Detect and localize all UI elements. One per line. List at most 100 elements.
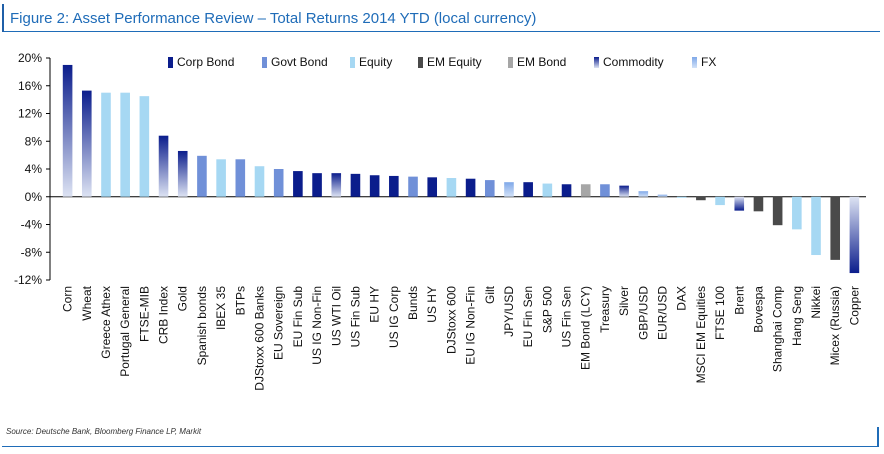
category-label: Bovespa xyxy=(751,286,765,333)
legend-label: Equity xyxy=(359,55,392,69)
category-label: Wheat xyxy=(80,285,94,320)
category-label: GBP/USD xyxy=(636,286,650,340)
y-tick-label: -12% xyxy=(14,273,42,287)
bar-chart: 20% 16% 12% 8% 4% 0% -4% -8% -12% Corn Wheat Greec… xyxy=(14,51,866,391)
corner-rule xyxy=(877,427,879,447)
y-tick-label: 20% xyxy=(18,51,42,65)
bar xyxy=(235,159,246,197)
category-label: EU Sovereign xyxy=(272,286,286,360)
bar xyxy=(561,184,572,197)
category-label: US WTI Oil xyxy=(329,286,343,346)
bar xyxy=(446,178,457,197)
bar xyxy=(638,191,649,197)
category-label: DJStoxx 600 Banks xyxy=(253,286,267,391)
bar xyxy=(369,175,380,197)
y-tick-label: -4% xyxy=(21,218,43,232)
bar xyxy=(676,196,687,198)
bar xyxy=(753,196,764,212)
bar xyxy=(389,175,399,197)
category-label: Spanish bonds xyxy=(195,286,209,365)
category-label: Silver xyxy=(617,286,631,316)
bar xyxy=(312,173,322,197)
category-label: S&P 500 xyxy=(540,286,554,333)
bar xyxy=(600,184,610,197)
category-label: MSCI EM Equities xyxy=(694,286,708,383)
bar xyxy=(331,173,342,197)
category-label: DAX xyxy=(675,286,689,311)
bar xyxy=(139,96,150,197)
y-tick-label: 16% xyxy=(18,79,42,93)
category-label: Hang Seng xyxy=(790,286,804,346)
category-label: DJStoxx 600 xyxy=(444,286,458,354)
category-label: Brent xyxy=(732,285,746,314)
category-label: IBEX 35 xyxy=(214,286,228,330)
bar xyxy=(216,159,226,197)
bar xyxy=(696,196,706,201)
bar xyxy=(715,196,725,206)
legend-label: EM Equity xyxy=(427,55,482,69)
legend-swatch xyxy=(418,57,423,68)
bar xyxy=(177,150,188,197)
bar xyxy=(81,90,92,197)
bar xyxy=(849,196,860,274)
category-label: US IG Non-Fin xyxy=(310,286,324,365)
category-label: Portugal General xyxy=(118,286,132,377)
bottom-rule xyxy=(2,446,878,447)
legend-swatch xyxy=(262,57,267,68)
category-label: Nikkei xyxy=(809,286,823,319)
bar xyxy=(62,64,73,197)
bar xyxy=(465,178,476,197)
category-label: Greece Athex xyxy=(99,286,113,359)
category-label: FTSE 100 xyxy=(713,286,727,340)
legend-swatch xyxy=(168,57,173,68)
category-label: BTPs xyxy=(233,286,247,315)
title-bar: Figure 2: Asset Performance Review – Tot… xyxy=(2,4,880,32)
bar xyxy=(772,196,783,226)
legend: Corp Bond Govt Bond Equity EM Equity EM Bond… xyxy=(168,55,716,69)
legend-label: Corp Bond xyxy=(177,55,234,69)
bar xyxy=(101,92,111,197)
legend-swatch xyxy=(594,57,599,68)
legend-swatch xyxy=(350,57,355,68)
y-tick-label: 8% xyxy=(25,134,43,148)
category-label: Treasury xyxy=(598,286,612,333)
bar xyxy=(273,169,284,197)
category-label: US HY xyxy=(425,286,439,323)
bars xyxy=(62,64,860,274)
category-label: Gilt xyxy=(483,285,497,304)
legend-label: FX xyxy=(701,55,716,69)
legend-label: EM Bond xyxy=(517,55,566,69)
bar xyxy=(197,155,207,197)
bar xyxy=(734,196,745,211)
y-tick-label: 0% xyxy=(25,190,43,204)
y-tick-label: -8% xyxy=(21,245,43,259)
bar xyxy=(254,166,265,197)
bar xyxy=(504,182,514,197)
category-label: EU IG Non-Fin xyxy=(464,286,478,365)
legend-swatch xyxy=(508,57,513,68)
category-label: US Fin Sen xyxy=(560,286,574,347)
bar xyxy=(619,185,629,197)
chart-title: Figure 2: Asset Performance Review – Tot… xyxy=(10,10,537,27)
category-label: EM Bond (LCY) xyxy=(579,286,593,370)
source-note: Source: Deutsche Bank, Bloomberg Finance… xyxy=(6,427,202,436)
category-label: Micex (Russia) xyxy=(828,286,842,365)
bar xyxy=(657,194,668,197)
category-label: JPY/USD xyxy=(502,286,516,337)
y-tick-label: 4% xyxy=(25,162,43,176)
category-label: Shanghai Comp xyxy=(771,286,785,372)
category-label: Bunds xyxy=(406,286,420,320)
legend-label: Commodity xyxy=(603,55,664,69)
bar xyxy=(158,135,169,197)
bar xyxy=(542,183,553,197)
category-label: Copper xyxy=(847,286,861,325)
bar xyxy=(408,176,418,197)
bar xyxy=(580,184,591,197)
category-label: US Fin Sub xyxy=(348,286,362,348)
axes: 20% 16% 12% 8% 4% 0% -4% -8% -12% xyxy=(14,51,866,287)
bar xyxy=(427,177,438,197)
category-label: EU Fin Sen xyxy=(521,286,535,347)
bar xyxy=(293,171,303,197)
bar xyxy=(792,196,802,230)
